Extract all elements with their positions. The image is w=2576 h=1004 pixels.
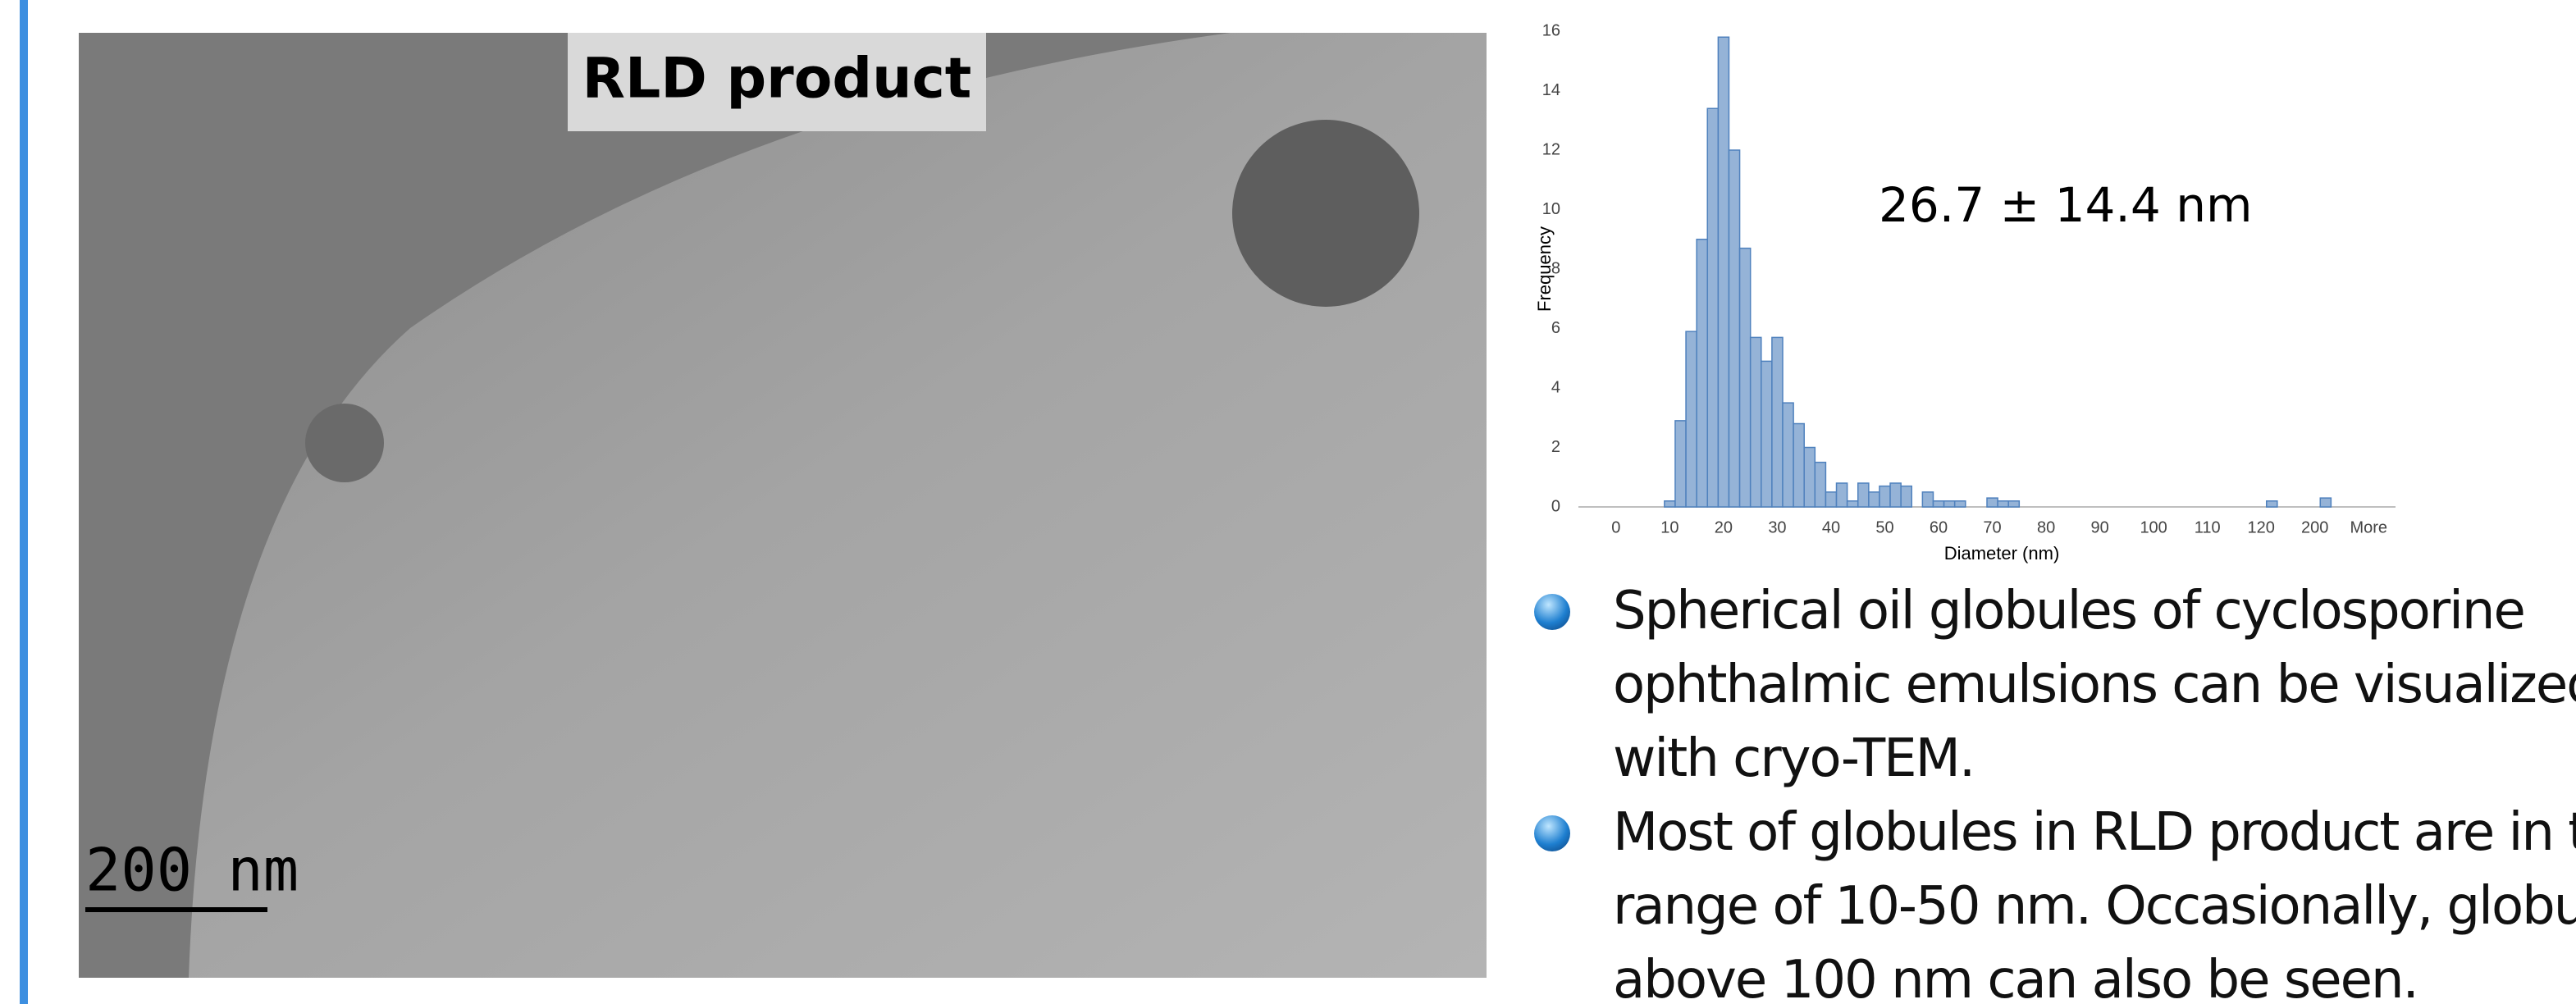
y-tick-label: 14 xyxy=(1542,81,1560,99)
x-tick-label: 120 xyxy=(2247,518,2274,536)
x-tick-label: 200 xyxy=(2301,518,2328,536)
bullet-icon xyxy=(1534,815,1570,851)
bar xyxy=(1772,337,1783,507)
x-tick-label: 90 xyxy=(2090,518,2108,536)
y-tick-label: 0 xyxy=(1551,497,1560,515)
x-tick-label: 50 xyxy=(1875,518,1893,536)
bar xyxy=(1665,501,1675,507)
y-tick-label: 10 xyxy=(1542,200,1560,218)
slide: RLD product 200 nm 26.7 ± 14.4 nm Diamet… xyxy=(0,0,2576,1004)
bar xyxy=(1815,463,1825,507)
bar xyxy=(1793,424,1804,508)
bar xyxy=(1848,501,1858,507)
y-tick-label: 4 xyxy=(1551,378,1560,396)
bullet-item: Spherical oil globules of cyclosporine o… xyxy=(1534,574,2576,796)
large-globule xyxy=(305,404,384,482)
bar xyxy=(2267,501,2277,507)
bullet-icon xyxy=(1534,594,1570,630)
bar xyxy=(1707,108,1718,507)
bar xyxy=(2008,501,2019,507)
y-tick-label: 2 xyxy=(1551,438,1560,456)
large-globule xyxy=(1232,120,1419,307)
bar xyxy=(1922,492,1933,507)
bullet-item: Most of globules in RLD product are in t… xyxy=(1534,796,2576,1004)
accent-bar xyxy=(20,0,28,1004)
bar xyxy=(1686,331,1697,507)
x-tick-label: 60 xyxy=(1930,518,1948,536)
bar xyxy=(1890,483,1901,507)
scale-bar xyxy=(85,907,267,912)
bar xyxy=(1729,150,1739,507)
y-tick-label: 16 xyxy=(1542,21,1560,39)
x-tick-label: More xyxy=(2350,518,2387,536)
x-axis-title: Diameter (nm) xyxy=(1944,543,2060,564)
bar xyxy=(1718,37,1729,507)
x-tick-label: 20 xyxy=(1715,518,1733,536)
bar xyxy=(1783,403,1793,507)
y-tick-label: 6 xyxy=(1551,319,1560,337)
bar xyxy=(1987,498,1998,507)
bar xyxy=(1804,448,1815,508)
bar xyxy=(1675,421,1686,507)
bar xyxy=(1761,361,1772,507)
y-tick-label: 8 xyxy=(1551,259,1560,277)
bar xyxy=(1837,483,1848,507)
bullet-text: Most of globules in RLD product are in t… xyxy=(1613,802,2576,1004)
x-tick-label: 10 xyxy=(1660,518,1679,536)
bar xyxy=(1933,501,1943,507)
bullet-list: Spherical oil globules of cyclosporine o… xyxy=(1534,574,2576,1004)
x-tick-label: 40 xyxy=(1822,518,1840,536)
bar xyxy=(1869,492,1879,507)
scale-bar-label: 200 nm xyxy=(85,836,299,905)
x-tick-label: 100 xyxy=(2140,518,2167,536)
bar xyxy=(1955,501,1966,507)
bar xyxy=(1944,501,1955,507)
x-tick-label: 80 xyxy=(2037,518,2055,536)
bar xyxy=(1998,501,2008,507)
x-tick-label: 30 xyxy=(1768,518,1786,536)
image-label: RLD product xyxy=(582,47,972,112)
bar xyxy=(1825,492,1836,507)
bullet-text: Spherical oil globules of cyclosporine o… xyxy=(1613,581,2576,789)
annotation: 26.7 ± 14.4 nm xyxy=(1879,177,2252,233)
bar xyxy=(1740,249,1751,507)
bar xyxy=(1901,486,1911,507)
y-tick-label: 12 xyxy=(1542,140,1560,158)
bar xyxy=(1751,337,1761,507)
bar xyxy=(1879,486,1890,507)
x-tick-label: 0 xyxy=(1611,518,1620,536)
bar xyxy=(1697,240,1707,507)
bar xyxy=(2320,498,2331,507)
x-tick-label: 110 xyxy=(2195,518,2221,536)
bar xyxy=(1858,483,1869,507)
x-tick-label: 70 xyxy=(1983,518,2001,536)
